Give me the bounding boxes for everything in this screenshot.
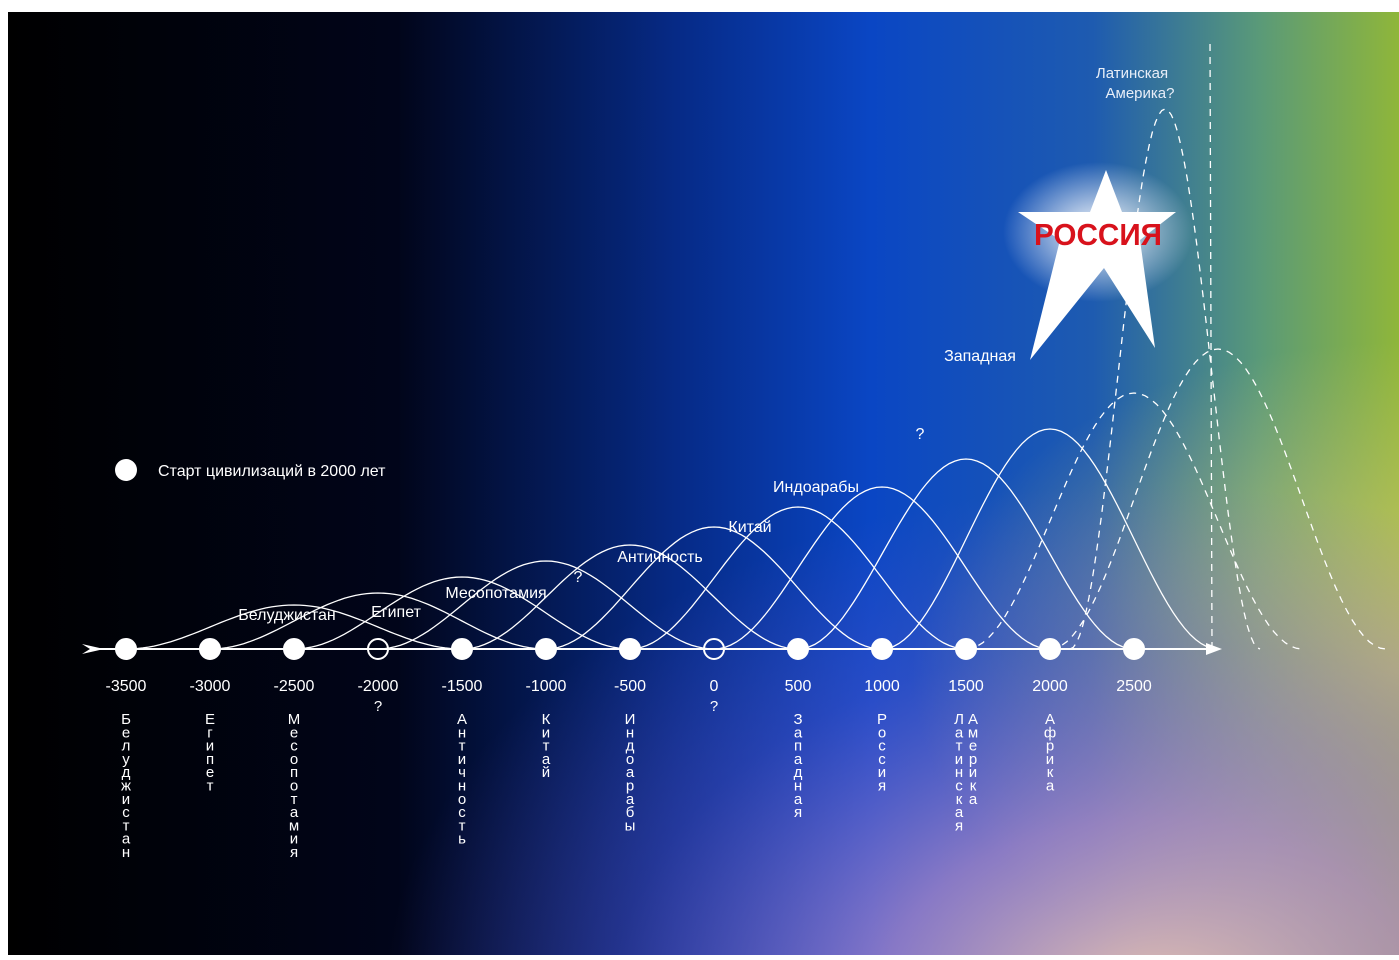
legend: Старт цивилизаций в 2000 лет [115,459,386,481]
curve-1 [125,604,463,650]
tick-label: 1500 [948,678,984,695]
curve-11 [965,392,1303,650]
start-marker-icon [283,638,305,660]
tick-labels: -3500 -3000 -2500 -2000 -1500 -1000 -500 0 500 10… [106,678,1152,715]
peak-label: Индоарабы [773,479,859,496]
tick-label: 2500 [1116,678,1152,695]
start-marker-icon [955,638,977,660]
civilization-curves [125,39,1387,650]
start-marker-icon [199,638,221,660]
curve-6 [545,526,883,650]
start-markers [115,638,1145,660]
curve-4 [377,560,715,650]
curve-7 [629,506,967,650]
russia-highlight-label: РОССИЯ [1034,217,1162,252]
curve-12 [1049,348,1387,650]
russia-star-icon [1018,170,1176,360]
curve-10 [881,428,1219,650]
tick-label: -2500 [274,678,315,695]
curve-5 [461,544,799,650]
peak-label: Китай [728,519,771,536]
tick-label: -3500 [106,678,147,695]
tick-label: 500 [785,678,812,695]
curve-3 [293,576,631,650]
start-marker-icon [1123,638,1145,660]
peak-label: Античность [617,549,703,566]
curve-9 [797,458,1135,650]
tick-label: 0 [710,678,719,695]
peak-label: Месопотамия [445,585,546,602]
start-marker-icon [703,638,725,660]
start-marker-icon [535,638,557,660]
curve-latin-america-projection [1069,108,1261,650]
start-marker-icon [619,638,641,660]
peak-label: Белуджистан [238,607,336,624]
tick-label: -3000 [190,678,231,695]
tick-label: -2000 [358,678,399,695]
peak-label: Египет [371,604,421,621]
legend-marker-icon [115,459,137,481]
time-axis [82,643,1222,655]
curve-2 [209,592,547,650]
axis-arrow-icon [1206,643,1222,655]
start-marker-icon [1039,638,1061,660]
legend-label: Старт цивилизаций в 2000 лет [158,463,386,480]
start-marker-icon [451,638,473,660]
tick-label: -1500 [442,678,483,695]
start-marker-icon [871,638,893,660]
start-marker-icon [115,638,137,660]
axis-tail-icon [82,644,104,654]
peak-labels: Белуджистан Египет Месопотамия? Античность К… [238,65,1174,624]
tick-label: -1000 [526,678,567,695]
tick-label: 2000 [1032,678,1068,695]
peak-label: Западная [944,348,1016,365]
tick-label: 1000 [864,678,900,695]
peak-label: Латинская Америка? [1096,65,1175,102]
curve-8 [713,486,1051,650]
projection-line [1209,39,1213,650]
peak-label: ? [574,569,583,586]
start-marker-icon [787,638,809,660]
tick-question-mark: ? [374,698,382,715]
tick-question-mark: ? [710,698,718,715]
tick-label: -500 [614,678,646,695]
peak-label: ? [916,426,925,443]
russia-star: РОССИЯ [1003,162,1193,360]
start-marker-icon [367,638,389,660]
